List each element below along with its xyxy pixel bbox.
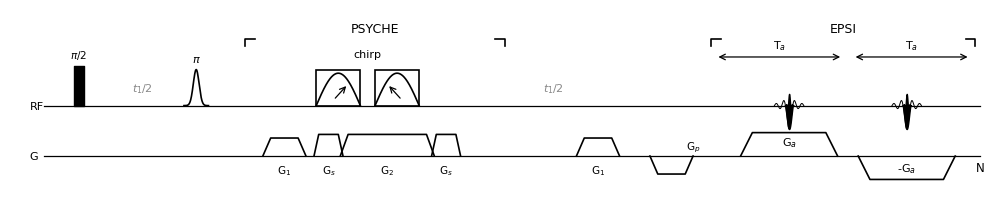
Text: PSYCHE: PSYCHE xyxy=(351,23,399,36)
Text: $\pi$: $\pi$ xyxy=(192,55,201,65)
Text: G$_s$: G$_s$ xyxy=(439,163,453,177)
Text: $t_1/2$: $t_1/2$ xyxy=(543,82,564,95)
Text: G$_p$: G$_p$ xyxy=(686,140,701,154)
Text: $t_1/2$: $t_1/2$ xyxy=(132,82,153,95)
Text: RF: RF xyxy=(30,101,44,111)
Text: T$_a$: T$_a$ xyxy=(773,40,786,53)
Text: G$_a$: G$_a$ xyxy=(782,135,797,149)
Text: G: G xyxy=(30,151,38,161)
Text: EPSI: EPSI xyxy=(830,23,857,36)
Text: N: N xyxy=(976,162,985,175)
Text: G$_s$: G$_s$ xyxy=(322,163,335,177)
Text: G$_1$: G$_1$ xyxy=(277,163,291,177)
Text: G$_1$: G$_1$ xyxy=(591,163,605,177)
Text: $\pi/2$: $\pi/2$ xyxy=(70,48,87,61)
Text: -G$_a$: -G$_a$ xyxy=(897,162,916,175)
Text: chirp: chirp xyxy=(354,49,382,60)
Text: G$_2$: G$_2$ xyxy=(380,163,394,177)
Text: T$_a$: T$_a$ xyxy=(905,40,918,53)
